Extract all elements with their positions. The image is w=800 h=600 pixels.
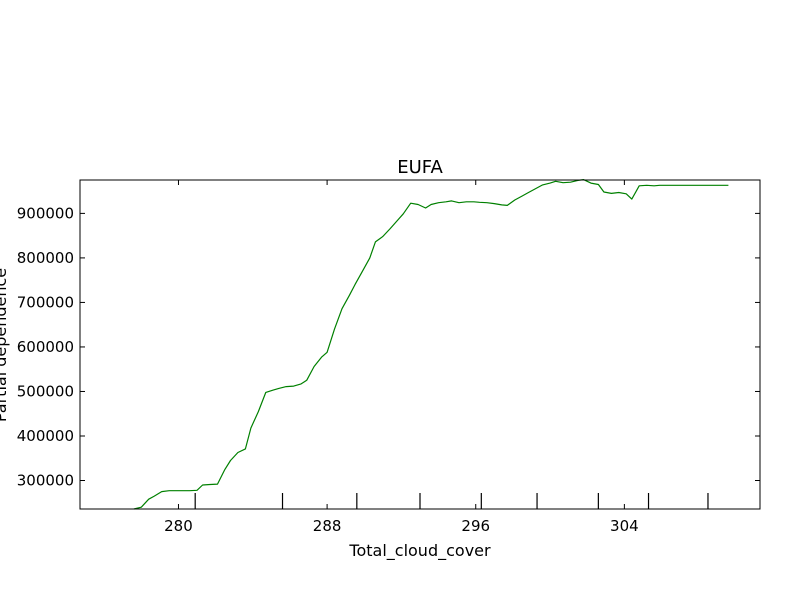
x-tick-label: 304 [610,517,639,535]
y-axis-ticks: 300000 400000 500000 600000 700000 800000 9000… [17,204,760,490]
y-tick-label: 400000 [17,427,74,445]
x-tick-label: 288 [313,517,342,535]
chart-title: EUFA [397,157,443,178]
y-tick-label: 300000 [17,472,74,490]
y-tick-label: 700000 [17,293,74,311]
y-tick-label: 900000 [17,204,74,222]
y-axis-label: Partial dependence [0,268,10,422]
y-tick-label: 600000 [17,338,74,356]
series-line [133,179,729,510]
y-tick-label: 500000 [17,382,74,400]
x-tick-label: 280 [164,517,193,535]
plot-frame [79,179,761,510]
y-tick-label: 800000 [17,249,74,267]
rug-marks [194,493,709,509]
x-tick-label: 296 [461,517,490,535]
x-axis-ticks: 280 288 296 304 [164,180,639,535]
x-axis-label: Total_cloud_cover [348,541,491,561]
series-group [133,179,729,510]
